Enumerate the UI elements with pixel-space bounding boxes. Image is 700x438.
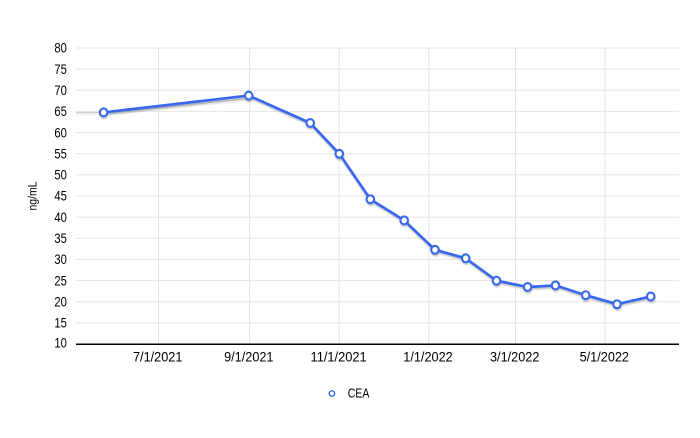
svg-text:55: 55 — [54, 146, 67, 161]
svg-text:9/1/2021: 9/1/2021 — [224, 350, 273, 365]
svg-text:35: 35 — [54, 231, 67, 246]
svg-text:65: 65 — [54, 104, 67, 119]
svg-text:10: 10 — [54, 336, 67, 351]
svg-text:15: 15 — [54, 316, 67, 331]
svg-text:30: 30 — [54, 252, 67, 267]
svg-text:40: 40 — [54, 210, 67, 225]
svg-text:45: 45 — [54, 189, 67, 204]
svg-text:3/1/2022: 3/1/2022 — [490, 350, 539, 365]
svg-text:7/1/2021: 7/1/2021 — [133, 350, 182, 365]
svg-text:25: 25 — [54, 273, 67, 288]
svg-text:80: 80 — [54, 41, 67, 56]
svg-text:5/1/2022: 5/1/2022 — [580, 350, 629, 365]
svg-text:75: 75 — [54, 62, 67, 77]
svg-text:20: 20 — [54, 294, 67, 309]
svg-text:70: 70 — [54, 83, 67, 98]
svg-text:ng/mL: ng/mL — [28, 181, 40, 211]
svg-text:CEA: CEA — [348, 386, 370, 401]
svg-text:11/1/2021: 11/1/2021 — [311, 350, 367, 365]
svg-text:60: 60 — [54, 125, 67, 140]
svg-text:1/1/2022: 1/1/2022 — [403, 350, 452, 365]
svg-text:50: 50 — [54, 168, 67, 183]
